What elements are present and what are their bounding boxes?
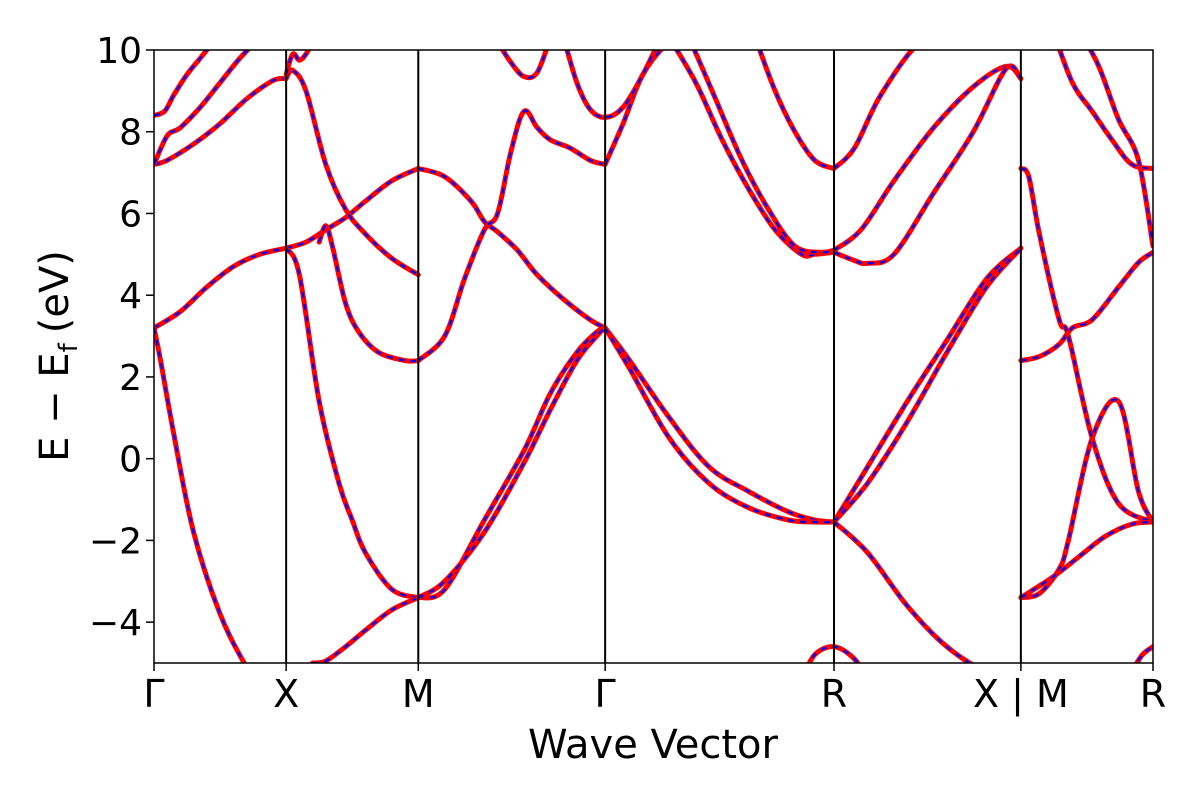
y-axis-title-subscript: f bbox=[54, 342, 84, 352]
band-line-dashed-28 bbox=[833, 247, 1022, 523]
x-axis-ticks: Γ X M Γ R X | M R bbox=[143, 663, 1166, 717]
y-tick-label: 6 bbox=[119, 194, 142, 235]
kpoint-label: Γ bbox=[595, 672, 616, 716]
band-line-dashed-13 bbox=[417, 109, 606, 362]
band-line-dashed-4 bbox=[154, 50, 250, 165]
kpoint-label: R bbox=[1140, 672, 1166, 716]
band-lines bbox=[154, 50, 1153, 663]
y-axis-title-main: E − E bbox=[32, 352, 78, 462]
y-tick-label: 2 bbox=[119, 358, 142, 399]
y-tick-label: −2 bbox=[89, 521, 142, 562]
band-line-dashed-27 bbox=[833, 247, 1022, 523]
y-tick-label: 0 bbox=[119, 440, 142, 481]
high-symmetry-lines bbox=[285, 50, 1022, 663]
band-line-dashed-29 bbox=[833, 521, 972, 663]
band-line-dashed-18 bbox=[604, 327, 835, 524]
plot-background bbox=[154, 50, 1153, 663]
y-tick-label: −4 bbox=[89, 603, 142, 644]
band-line-37 bbox=[1133, 644, 1153, 663]
band-line-2 bbox=[154, 325, 248, 663]
kpoint-label: X bbox=[273, 672, 299, 716]
kpoint-label: X | M bbox=[973, 672, 1069, 717]
band-line-dashed-24 bbox=[833, 50, 914, 170]
band-line-22 bbox=[691, 50, 837, 255]
plot-frame bbox=[153, 49, 1154, 664]
band-line-dashed-34 bbox=[1020, 520, 1153, 599]
y-axis-title-unit: (eV) bbox=[32, 250, 78, 333]
band-line-dashed-32 bbox=[1020, 398, 1153, 599]
band-line-dashed-16 bbox=[501, 50, 548, 79]
band-line-dashed-1 bbox=[154, 247, 287, 329]
y-axis-ticks: −4 −2 0 2 4 6 8 10 bbox=[89, 31, 154, 644]
band-line-dashed-33 bbox=[1020, 167, 1153, 524]
kpoint-label: Γ bbox=[143, 672, 164, 716]
y-tick-label: 4 bbox=[119, 276, 142, 317]
band-line-dashed-12 bbox=[417, 167, 606, 329]
band-line-dashed-26 bbox=[833, 64, 1022, 265]
y-axis-title: E − Ef (eV) bbox=[32, 250, 84, 462]
band-line-dashed-11 bbox=[285, 50, 310, 75]
band-line-dashed-9 bbox=[318, 224, 419, 363]
band-line-dashed-21 bbox=[675, 50, 835, 258]
x-axis-title: Wave Vector bbox=[528, 722, 779, 768]
y-tick-label: 8 bbox=[119, 113, 142, 154]
band-line-dashed-36 bbox=[1089, 50, 1153, 247]
band-line-dashed-10 bbox=[312, 596, 419, 663]
kpoint-label: R bbox=[821, 672, 847, 716]
band-line-dashed-35 bbox=[1058, 50, 1153, 170]
band-line-5 bbox=[154, 50, 210, 118]
band-line-dashed-3 bbox=[154, 77, 287, 166]
kpoint-label: M bbox=[402, 672, 435, 716]
band-line-dashed-31 bbox=[1020, 251, 1153, 362]
band-line-dashed-23 bbox=[758, 50, 835, 170]
band-line-dashed-14 bbox=[417, 326, 606, 599]
band-line-6 bbox=[283, 166, 421, 251]
band-line-8 bbox=[283, 245, 421, 601]
band-line-dashed-7 bbox=[285, 69, 419, 276]
y-tick-label: 10 bbox=[96, 31, 142, 72]
band-line-dashed-15 bbox=[417, 327, 606, 599]
